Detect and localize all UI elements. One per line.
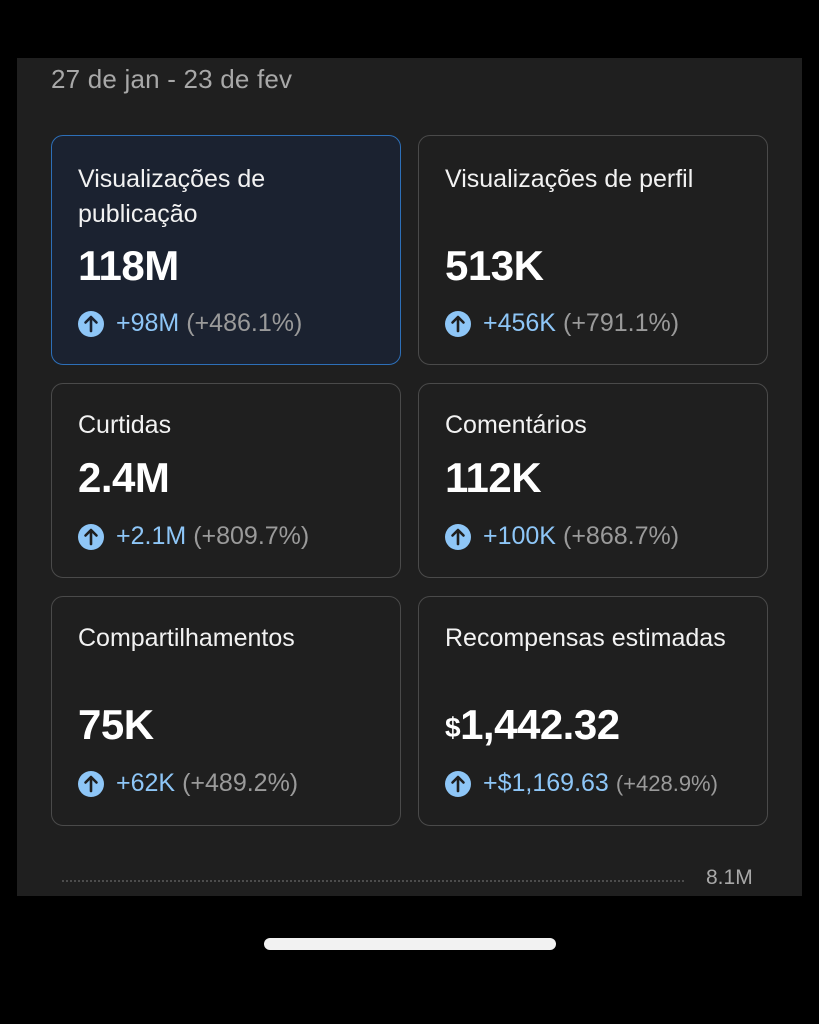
metric-value: 75K bbox=[78, 701, 154, 748]
delta-percent: (+791.1%) bbox=[563, 309, 680, 337]
metric-card-post-views[interactable]: Visualizações de publicação 118M +98M (+… bbox=[51, 135, 401, 365]
metric-delta: +2.1M (+809.7%) bbox=[78, 522, 309, 551]
delta-absolute: +100K bbox=[483, 522, 556, 550]
metric-value: 513K bbox=[445, 242, 544, 289]
metric-title: Visualizações de perfil bbox=[445, 165, 694, 193]
currency-symbol: $ bbox=[445, 712, 461, 743]
delta-absolute: +456K bbox=[483, 309, 556, 337]
arrow-up-icon bbox=[78, 523, 104, 550]
metric-delta: +100K (+868.7%) bbox=[445, 522, 679, 551]
delta-absolute: +$1,169.63 bbox=[483, 769, 609, 797]
metric-title: Comentários bbox=[445, 411, 587, 439]
metric-title: Curtidas bbox=[78, 411, 172, 439]
metric-delta: +456K (+791.1%) bbox=[445, 309, 679, 338]
arrow-up-icon bbox=[78, 310, 104, 337]
metric-card-estimated-rewards[interactable]: Recompensas estimadas $1,442.32 +$1,169.… bbox=[418, 596, 768, 826]
chart-max-label: 8.1M bbox=[706, 866, 753, 889]
delta-absolute: +62K bbox=[116, 769, 176, 797]
metric-card-shares[interactable]: Compartilhamentos 75K +62K (+489.2%) bbox=[51, 596, 401, 826]
delta-percent: (+809.7%) bbox=[193, 522, 310, 550]
metric-title: Recompensas estimadas bbox=[445, 624, 726, 652]
arrow-up-icon bbox=[445, 523, 471, 550]
metric-card-comments[interactable]: Comentários 112K +100K (+868.7%) bbox=[418, 383, 768, 578]
metric-value: 118M bbox=[78, 242, 179, 289]
delta-percent: (+486.1%) bbox=[186, 309, 303, 337]
metric-value: 112K bbox=[445, 454, 542, 501]
metric-delta: +98M (+486.1%) bbox=[78, 309, 302, 338]
metric-delta: +62K (+489.2%) bbox=[78, 769, 298, 798]
metric-value: 2.4M bbox=[78, 454, 170, 501]
metric-value-amount: 1,442.32 bbox=[460, 701, 620, 748]
metric-delta: +$1,169.63 (+428.9%) bbox=[445, 769, 718, 798]
date-range-label[interactable]: 27 de jan - 23 de fev bbox=[51, 64, 293, 94]
home-indicator[interactable] bbox=[264, 938, 556, 950]
chart-gridline bbox=[62, 880, 684, 882]
metric-card-likes[interactable]: Curtidas 2.4M +2.1M (+809.7%) bbox=[51, 383, 401, 578]
arrow-up-icon bbox=[78, 770, 104, 797]
arrow-up-icon bbox=[445, 770, 471, 797]
delta-absolute: +2.1M bbox=[116, 522, 187, 550]
delta-absolute: +98M bbox=[116, 309, 180, 337]
delta-percent: (+868.7%) bbox=[563, 522, 680, 550]
delta-percent: (+489.2%) bbox=[182, 769, 299, 797]
delta-percent: (+428.9%) bbox=[615, 770, 718, 796]
metric-title: Compartilhamentos bbox=[78, 624, 295, 652]
arrow-up-icon bbox=[445, 310, 471, 337]
metric-value: $1,442.32 bbox=[445, 701, 620, 749]
bottom-bar bbox=[0, 896, 819, 966]
metric-card-profile-views[interactable]: Visualizações de perfil 513K +456K (+791… bbox=[418, 135, 768, 365]
metric-title: Visualizações de publicação bbox=[78, 165, 266, 228]
